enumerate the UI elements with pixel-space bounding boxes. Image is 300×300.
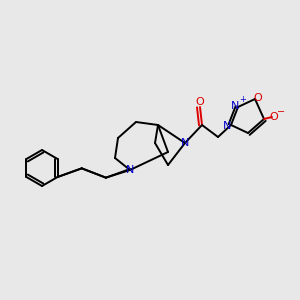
- Text: N: N: [223, 121, 231, 131]
- Text: N: N: [231, 101, 239, 111]
- Text: O: O: [254, 93, 262, 103]
- Text: O: O: [270, 112, 278, 122]
- Text: −: −: [277, 107, 285, 117]
- Text: O: O: [196, 97, 204, 107]
- Text: +: +: [240, 95, 246, 104]
- Text: N: N: [181, 138, 189, 148]
- Text: N: N: [126, 165, 134, 175]
